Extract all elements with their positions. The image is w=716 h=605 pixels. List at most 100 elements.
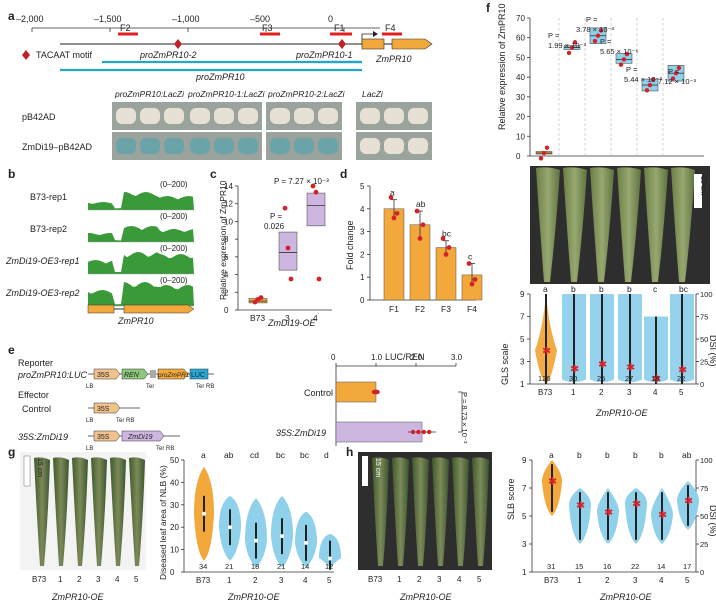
gls-count-3: 27 bbox=[625, 374, 633, 383]
effector-control-35s bbox=[93, 402, 121, 414]
d-point-2-0 bbox=[440, 236, 446, 241]
d-point-3-0 bbox=[466, 261, 472, 266]
gls-dsi-label-2: 50 bbox=[700, 335, 708, 344]
f-ytick-label-3: 30 bbox=[516, 93, 525, 102]
g-count-1: 21 bbox=[225, 562, 233, 571]
f-pvalue-prefix-4: P = bbox=[668, 67, 680, 76]
g-count-3: 21 bbox=[277, 562, 285, 571]
gls-letter-1: b bbox=[571, 284, 576, 294]
gls-mean-1: ✱ bbox=[570, 363, 579, 375]
h-ytick-label-0: 1 bbox=[522, 568, 527, 577]
gls-mean-5: ✱ bbox=[678, 364, 687, 376]
gls-mean-4: ✱ bbox=[652, 373, 661, 385]
panel-d-ylabel: Fold change bbox=[345, 220, 355, 270]
g-count-0: 34 bbox=[199, 562, 207, 571]
h-mean-4: ✱ bbox=[658, 510, 667, 522]
d-xtick-label-2: F3 bbox=[441, 304, 451, 314]
panel-c-p1: 0.026 bbox=[264, 222, 285, 231]
gls-count-1: 30 bbox=[569, 374, 577, 383]
gene-exon2 bbox=[391, 38, 433, 50]
g-leaf-label-2: 2 bbox=[77, 575, 82, 584]
y1h-row-1: pB42AD bbox=[22, 112, 56, 122]
axis-tick-label-0: –2,000 bbox=[16, 14, 44, 24]
e-xtick-label-3: 3.0 bbox=[451, 353, 463, 362]
f-point-3-0 bbox=[618, 62, 624, 67]
coverage-track-4 bbox=[88, 282, 194, 306]
f-pvalue-4: 7.12 × 10⁻³ bbox=[658, 77, 696, 86]
d-letter-3: c bbox=[468, 252, 473, 262]
coverage-track-3 bbox=[88, 252, 194, 274]
f-pvalue-0: 1.99 × 10⁻³ bbox=[548, 41, 586, 50]
d-ytick-label-5: 5 bbox=[360, 182, 365, 191]
reporter-luc-text: LUC bbox=[191, 372, 205, 379]
g-leaf-3 bbox=[91, 457, 107, 566]
h-dsi-label-4: 100 bbox=[700, 456, 713, 465]
reporter-construct: proZmPR10:LUC bbox=[17, 370, 88, 380]
c-ytick-label-2: 4 bbox=[224, 271, 229, 280]
gls-mean-2: ✱ bbox=[598, 359, 607, 371]
g-leaf-2 bbox=[72, 457, 88, 566]
effector-zmdi19-35s bbox=[93, 430, 121, 442]
d-ytick-label-3: 3 bbox=[360, 228, 365, 237]
h-ytick-label-3: 7 bbox=[522, 484, 527, 493]
g-ytick-label-5: 50 bbox=[170, 456, 179, 465]
effector-title: Effector bbox=[18, 390, 49, 400]
luc-bar-zmdi19-label: 35S:ZmDi19 bbox=[276, 428, 326, 438]
c-ytick-label-4: 8 bbox=[224, 235, 229, 244]
g-letter-0: a bbox=[201, 450, 206, 460]
colony-0-0-2 bbox=[164, 108, 184, 124]
d-point-0-1 bbox=[391, 215, 397, 221]
panel-h-leaves: B73 1 2 3 4 5 bbox=[368, 457, 489, 584]
h-letter-4: b bbox=[659, 450, 664, 460]
colony-0-3-1 bbox=[384, 108, 404, 124]
colony-1-3-0 bbox=[360, 138, 380, 154]
g-ytick-label-1: 10 bbox=[170, 546, 179, 555]
f-point-4-2 bbox=[650, 77, 656, 82]
panel-g-scale-bar bbox=[23, 455, 31, 487]
panel-g-leaves: B73 1 2 3 4 5 bbox=[32, 457, 145, 584]
reporter-luc-box bbox=[189, 368, 209, 380]
gls-letter-0: a bbox=[543, 284, 548, 294]
gls-letter-5: bc bbox=[679, 284, 689, 294]
h-leaf-1 bbox=[392, 457, 409, 566]
luc-bar-control-label: Control bbox=[304, 388, 333, 398]
g-letter-3: bc bbox=[276, 450, 286, 460]
effector-zmdi19-ter: Ter RB bbox=[156, 446, 174, 452]
panel-h: h B73 1 2 3 4 5 15 cm ZmPR10-OE SLB score DSI… bbox=[346, 445, 716, 602]
colony-0-2-0 bbox=[270, 108, 290, 124]
f-leaf-5 bbox=[671, 167, 695, 282]
f-point-0-0 bbox=[538, 156, 544, 161]
motif-legend-text: TACAAT motif bbox=[36, 50, 93, 60]
d-point-1-1 bbox=[417, 236, 423, 241]
f-point-1-1 bbox=[569, 45, 575, 50]
h-count-2: 16 bbox=[603, 562, 611, 571]
f-ytick-label-0: 0 bbox=[516, 152, 521, 161]
e-point-1-2 bbox=[421, 429, 426, 435]
f-pvalue-prefix-0: P = bbox=[548, 31, 560, 40]
fragment-f4-label: F4 bbox=[385, 23, 396, 33]
c-ytick-label-7: 14 bbox=[224, 182, 233, 191]
gls-xtick-label-3: 3 bbox=[627, 388, 632, 397]
panel-e-label: e bbox=[8, 343, 15, 357]
e-xtick-label-0: 0 bbox=[331, 353, 336, 362]
colony-1-1-0 bbox=[190, 138, 210, 154]
colony-1-2-2 bbox=[318, 138, 338, 154]
panel-f-scale-text: 15 cm bbox=[699, 176, 706, 195]
h-count-0: 31 bbox=[547, 562, 555, 571]
f-leaf-1 bbox=[563, 167, 587, 282]
g-median-5 bbox=[328, 556, 332, 561]
h-xtick-label-5: 5 bbox=[685, 576, 690, 585]
colony-0-1-1 bbox=[214, 108, 234, 124]
h-ytick-label-1: 3 bbox=[522, 540, 527, 549]
h-leaf-5 bbox=[472, 457, 489, 566]
g-count-2: 18 bbox=[251, 562, 259, 571]
panel-c: c Relative expression of ZmPR10 P = 0.02… bbox=[210, 167, 332, 328]
g-ytick-label-2: 20 bbox=[170, 523, 179, 532]
panel-g: g B73 1 2 3 4 5 15 cm ZmPR10-OE Diseased leaf… bbox=[8, 445, 341, 602]
g-xtick-label-2: 2 bbox=[253, 576, 258, 585]
g-median-1 bbox=[228, 525, 232, 530]
fragment-f1-label: F1 bbox=[334, 23, 345, 33]
coverage-track-1 bbox=[88, 192, 194, 210]
panel-h-leaf-group: ZmPR10-OE bbox=[399, 592, 453, 602]
